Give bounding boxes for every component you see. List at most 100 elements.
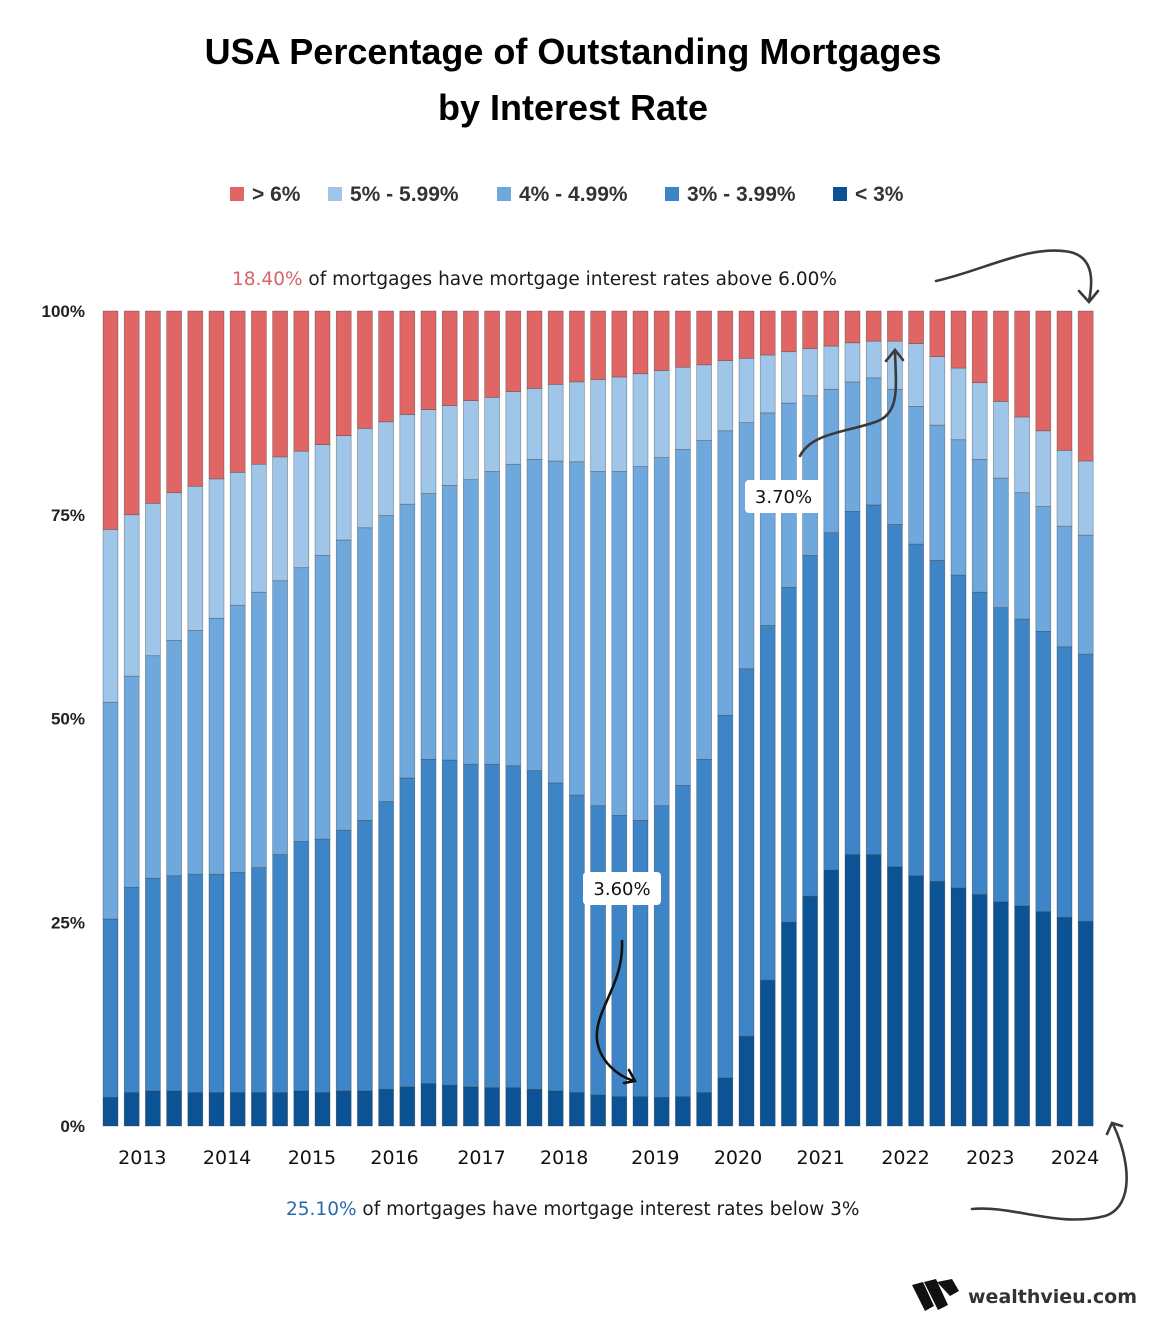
bar-segment — [293, 450, 310, 569]
x-tick-label: 2016 — [370, 1147, 418, 1169]
bar-segment — [420, 493, 437, 760]
x-tick-label: 2019 — [631, 1147, 679, 1169]
bar-stack — [823, 310, 840, 1127]
bar-segment — [717, 360, 734, 432]
bar-stack — [335, 310, 352, 1127]
bar-segment — [208, 478, 225, 619]
bar-segment — [123, 886, 140, 1093]
bar-segment — [357, 820, 373, 1092]
bar-stack — [653, 310, 670, 1127]
bar-stack — [632, 310, 649, 1127]
bar-segment — [484, 397, 500, 472]
bar-segment — [399, 777, 416, 1088]
bar-stack — [123, 310, 140, 1127]
bar-stack — [463, 310, 479, 1127]
bar-segment — [357, 527, 373, 821]
bar-segment — [420, 758, 437, 1084]
bar-segment — [696, 310, 712, 366]
bar-segment — [590, 379, 606, 472]
bar-segment — [611, 310, 628, 378]
bar-segment — [675, 449, 691, 786]
bar-segment — [102, 1097, 119, 1127]
bar-segment — [823, 532, 840, 871]
bar-stack — [696, 310, 712, 1127]
bar-segment — [357, 1090, 373, 1127]
bar-segment — [102, 701, 119, 920]
x-tick-label: 2013 — [118, 1147, 166, 1169]
bar-segment — [929, 424, 946, 561]
bar-segment — [1035, 630, 1052, 912]
bar-segment — [844, 310, 861, 344]
bar-segment — [993, 401, 1009, 479]
bar-segment — [441, 310, 458, 406]
bar-segment — [1056, 646, 1073, 918]
bar-segment — [420, 409, 437, 494]
bar-segment — [590, 805, 606, 1096]
bar-segment — [547, 310, 564, 385]
bar-segment — [950, 367, 967, 441]
legend-item: 5% - 5.99% — [328, 183, 459, 206]
bar-segment — [293, 310, 310, 452]
bar-segment — [717, 1077, 734, 1127]
bar-segment — [1056, 917, 1073, 1127]
bar-stack — [357, 310, 373, 1127]
bar-segment — [844, 511, 861, 855]
bar-segment — [441, 1084, 458, 1127]
bar-segment — [1035, 310, 1052, 432]
bar-segment — [229, 604, 246, 873]
bar-segment — [1014, 905, 1030, 1127]
bar-segment — [251, 463, 267, 593]
bar-segment — [759, 625, 776, 981]
bar-segment — [484, 763, 500, 1088]
bar-segment — [569, 461, 585, 796]
bar-segment — [123, 1092, 140, 1127]
bar-stack — [717, 310, 734, 1127]
bar-stack — [208, 310, 225, 1127]
bar-segment — [505, 463, 522, 767]
bar-stack — [590, 310, 606, 1127]
bar-segment — [569, 310, 585, 383]
bar-segment — [378, 421, 394, 516]
annotation-below-3-text: of mortgages have mortgage interest rate… — [357, 1199, 860, 1220]
bar-segment — [971, 310, 988, 384]
x-tick-label: 2023 — [966, 1147, 1014, 1169]
x-tick-label: 2014 — [203, 1147, 251, 1169]
bar-segment — [971, 591, 988, 895]
bar-segment — [1014, 618, 1030, 907]
bar-segment — [335, 539, 352, 831]
bar-segment — [675, 366, 691, 450]
bar-stack — [738, 310, 755, 1127]
bar-segment — [865, 504, 882, 855]
bar-segment — [993, 901, 1009, 1127]
bar-segment — [569, 381, 585, 463]
legend-item: < 3% — [833, 183, 904, 206]
bar-segment — [802, 310, 818, 349]
bar-segment — [251, 310, 267, 465]
x-tick-label: 2017 — [457, 1147, 505, 1169]
bar-stack — [1014, 310, 1030, 1127]
callout-3-60: 3.60% — [583, 872, 661, 905]
arrow-to-latest-dark-icon — [970, 1121, 1128, 1221]
arrow-to-latest-red-icon — [934, 249, 1100, 304]
bar-segment — [314, 1092, 331, 1127]
legend-label: > 6% — [252, 183, 301, 206]
bar-segment — [145, 1090, 161, 1127]
bar-segment — [293, 567, 310, 842]
bar-stack — [441, 310, 458, 1127]
arrow-callout-3-70-icon — [798, 347, 905, 458]
bar-segment — [802, 348, 818, 397]
bar-stack — [166, 310, 182, 1127]
bar-segment — [420, 1083, 437, 1127]
bar-segment — [738, 310, 755, 359]
bar-segment — [399, 1086, 416, 1127]
bar-segment — [632, 466, 649, 821]
bar-segment — [526, 310, 543, 389]
bar-segment — [208, 310, 225, 480]
bar-segment — [272, 310, 288, 458]
bar-segment — [1035, 911, 1052, 1127]
bar-segment — [293, 841, 310, 1092]
bar-segment — [505, 310, 522, 392]
bar-segment — [229, 1092, 246, 1127]
bar-stack — [526, 310, 543, 1127]
